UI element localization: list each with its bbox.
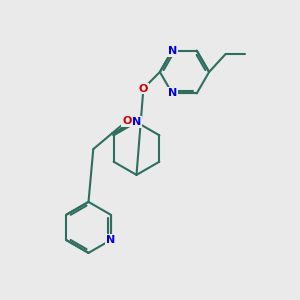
Text: O: O: [139, 83, 148, 94]
Text: N: N: [106, 235, 115, 245]
Text: O: O: [122, 116, 132, 126]
Text: N: N: [168, 46, 177, 56]
Text: N: N: [168, 88, 177, 98]
Text: N: N: [132, 117, 141, 127]
